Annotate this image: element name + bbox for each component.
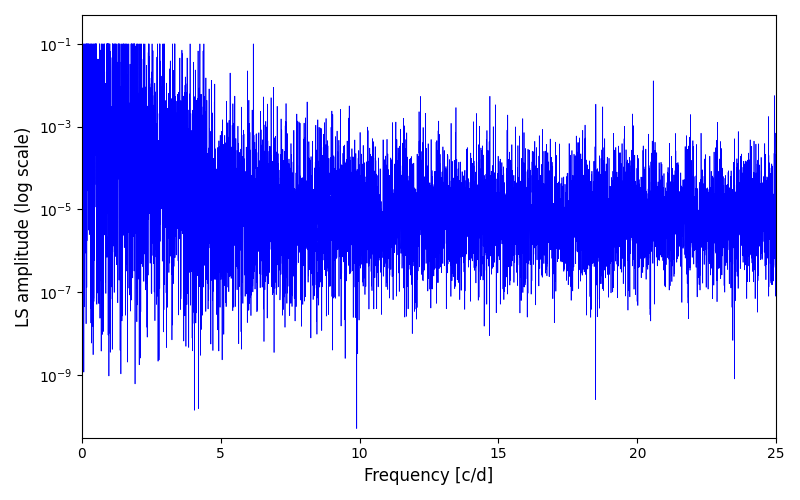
X-axis label: Frequency [c/d]: Frequency [c/d]: [364, 467, 494, 485]
Y-axis label: LS amplitude (log scale): LS amplitude (log scale): [15, 126, 33, 326]
